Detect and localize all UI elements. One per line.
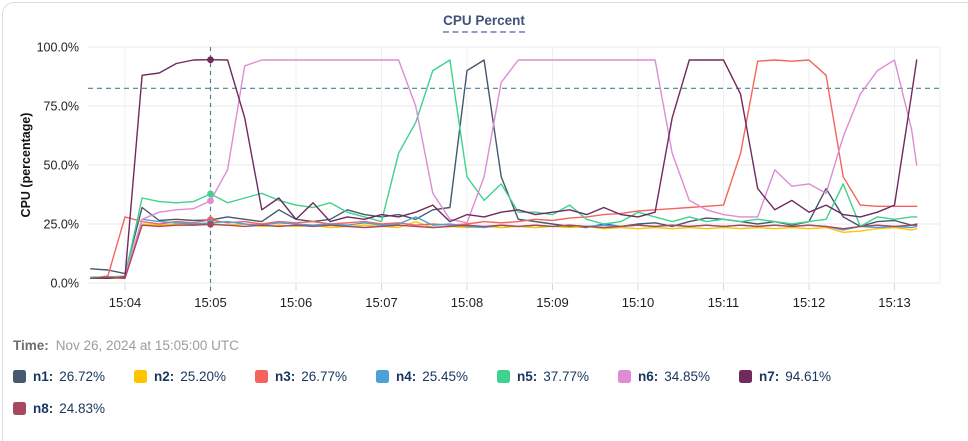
legend-value-n7: 94.61% <box>785 368 832 384</box>
legend-item-n4[interactable]: n4: 25.45% <box>376 366 497 386</box>
legend-value-n5: 37.77% <box>543 368 590 384</box>
legend-label-n5: n5: <box>517 368 538 384</box>
legend-value-n3: 26.77% <box>301 368 348 384</box>
x-tick-label: 15:08 <box>451 295 484 310</box>
legend-swatch-n3 <box>255 369 268 383</box>
y-tick-label: 0.0% <box>51 277 80 291</box>
legend-swatch-n8 <box>13 401 26 415</box>
x-tick-label: 15:09 <box>536 295 569 310</box>
legend-item-n2[interactable]: n2: 25.20% <box>134 366 255 386</box>
legend-value-n8: 24.83% <box>59 400 106 416</box>
time-label: Time: <box>13 338 49 353</box>
x-tick-label: 15:13 <box>878 295 911 310</box>
series-line-n7 <box>90 59 918 279</box>
series-line-n6 <box>90 59 918 279</box>
x-tick-label: 15:06 <box>280 295 313 310</box>
legend-swatch-n6 <box>618 369 631 383</box>
chart-title[interactable]: CPU Percent <box>443 13 525 33</box>
legend-item-n7[interactable]: n7: 94.61% <box>739 366 860 386</box>
legend-swatch-n4 <box>376 369 389 383</box>
crosshair-dot-n8 <box>207 221 214 228</box>
x-tick-label: 15:12 <box>793 295 826 310</box>
legend-label-n7: n7: <box>759 368 780 384</box>
x-tick-label: 15:04 <box>109 295 142 310</box>
y-tick-label: 100.0% <box>37 41 79 55</box>
legend-label-n8: n8: <box>33 400 54 416</box>
legend-label-n6: n6: <box>638 368 659 384</box>
legend-item-n8[interactable]: n8: 24.83% <box>13 398 134 418</box>
y-tick-label: 50.0% <box>44 159 79 173</box>
y-axis-title: CPU (percentage) <box>19 113 33 218</box>
legend-value-n2: 25.20% <box>180 368 227 384</box>
legend-value-n1: 26.72% <box>59 368 106 384</box>
legend-swatch-n7 <box>739 369 752 383</box>
legend-label-n4: n4: <box>396 368 417 384</box>
legend-value-n4: 25.45% <box>422 368 469 384</box>
crosshair-dot-n6 <box>207 197 214 205</box>
legend-label-n2: n2: <box>154 368 175 384</box>
series-line-n8 <box>90 223 918 279</box>
time-row: Time: Nov 26, 2024 at 15:05:00 UTC <box>13 338 239 353</box>
legend-label-n3: n3: <box>275 368 296 384</box>
x-tick-label: 15:07 <box>365 295 398 310</box>
cpu-percent-chart: 100.0% 75.0% 50.0% 25.0% 0.0% 15:04 15:05 15:06… <box>19 41 941 310</box>
chart-legend: n1: 26.72% n2: 25.20% n3: 26.77% n4: 25.… <box>13 366 959 418</box>
crosshair-dot-n7 <box>207 56 214 64</box>
legend-value-n6: 34.85% <box>664 368 711 384</box>
legend-swatch-n2 <box>134 369 147 383</box>
legend-label-n1: n1: <box>33 368 54 384</box>
series-line-n5 <box>90 59 918 278</box>
legend-item-n3[interactable]: n3: 26.77% <box>255 366 376 386</box>
legend-item-n6[interactable]: n6: 34.85% <box>618 366 739 386</box>
chart-header: CPU Percent <box>0 12 968 33</box>
x-tick-label: 15:05 <box>194 295 227 310</box>
legend-swatch-n5 <box>497 369 510 383</box>
plot-area[interactable] <box>88 47 940 283</box>
legend-swatch-n1 <box>13 369 26 383</box>
y-tick-label: 75.0% <box>44 100 79 114</box>
time-value: Nov 26, 2024 at 15:05:00 UTC <box>55 338 239 353</box>
y-tick-label: 25.0% <box>44 218 79 232</box>
x-tick-label: 15:11 <box>708 295 740 310</box>
x-tick-label: 15:10 <box>622 295 655 310</box>
crosshair-dot-n5 <box>207 190 214 198</box>
legend-item-n5[interactable]: n5: 37.77% <box>497 366 618 386</box>
legend-item-n1[interactable]: n1: 26.72% <box>13 366 134 386</box>
